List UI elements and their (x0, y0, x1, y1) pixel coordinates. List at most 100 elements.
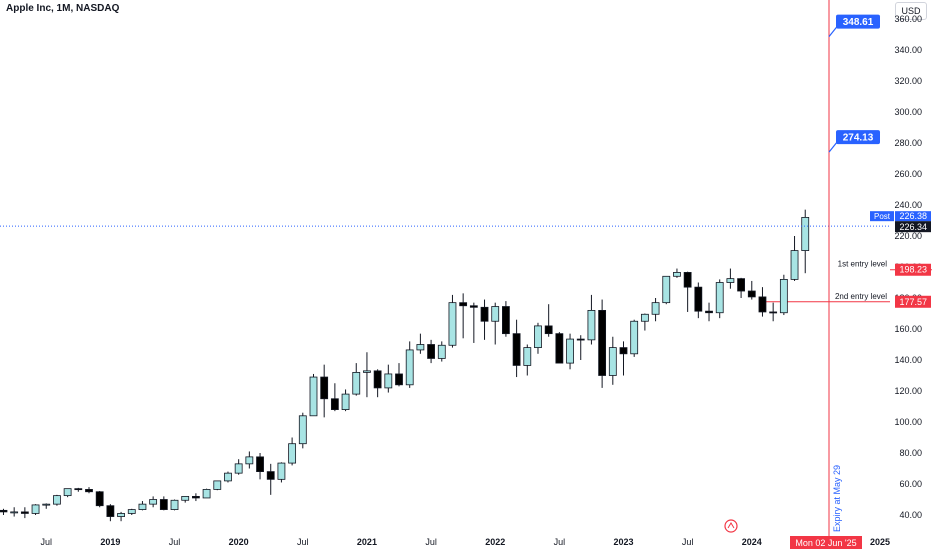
candle-body (790, 250, 799, 280)
candles-layer (0, 209, 810, 522)
candle-body (512, 333, 521, 366)
candle-up (298, 412, 307, 449)
candle-body (715, 282, 724, 314)
candle-up (10, 507, 19, 517)
entry-level-label: 1st entry level (838, 260, 888, 269)
candle-body (673, 272, 681, 277)
candle-up (288, 437, 297, 466)
candle-up (138, 501, 147, 511)
candle-down (320, 364, 329, 418)
candle-up (127, 508, 136, 515)
candle-body (726, 278, 735, 283)
candle-body (213, 480, 222, 490)
price-tick-label: 60.00 (899, 479, 922, 489)
price-tick-label: 140.00 (894, 355, 922, 365)
candle-up (587, 294, 596, 345)
candle-body (320, 376, 329, 400)
expiry-date-text: Mon 02 Jun '25 (795, 538, 856, 548)
candle-body (341, 393, 350, 411)
price-tick-label: 280.00 (894, 138, 922, 148)
candle-body (53, 495, 61, 505)
candle-down (74, 487, 83, 492)
candle-up (31, 504, 40, 515)
price-tick-label: 320.00 (894, 76, 922, 86)
candle-body (779, 278, 788, 314)
price-tick-label: 300.00 (894, 107, 922, 117)
candle-body (74, 488, 83, 491)
candle-body (202, 489, 211, 499)
entry-level-price-badge (895, 263, 931, 276)
candle-down (502, 301, 510, 337)
post-price-text: 226.38 (899, 211, 927, 221)
candle-body (159, 499, 168, 510)
time-tick-label: 2019 (100, 537, 120, 547)
candle-body (384, 373, 393, 389)
candle-up (42, 503, 51, 509)
price-tick-label: 220.00 (894, 231, 922, 241)
candle-body (0, 509, 8, 513)
logo-circle (724, 519, 738, 533)
time-tick-label: Jul (425, 537, 437, 547)
candle-down (694, 282, 703, 319)
candle-body (373, 370, 382, 389)
time-tick-label: 2023 (613, 537, 633, 547)
last-price-badge (895, 221, 931, 233)
time-tick-label: Jul (554, 537, 566, 547)
candle-body (224, 472, 232, 482)
candle-body (395, 373, 403, 386)
candle-body (298, 415, 307, 445)
candle-body (544, 325, 553, 335)
candle-body (63, 488, 72, 497)
candle-body (555, 333, 564, 364)
candle-up (523, 344, 532, 376)
candle-down (555, 332, 564, 364)
target-callout-text: 348.61 (843, 17, 874, 28)
candle-body (459, 302, 468, 307)
candle-body (587, 309, 596, 341)
candle-body (480, 306, 489, 322)
candle-down (469, 302, 478, 343)
candle-body (245, 456, 254, 465)
candle-body (769, 311, 778, 314)
expiry-label: Expiry at May 29 (832, 465, 842, 532)
candle-up (662, 275, 671, 305)
time-tick-label: Jul (169, 537, 181, 547)
candle-body (534, 325, 542, 348)
currency-button[interactable]: USD (895, 2, 927, 20)
candle-body (566, 338, 574, 364)
candle-down (0, 508, 8, 515)
candle-body (170, 499, 179, 510)
entry-level-label: 2nd entry level (835, 292, 887, 301)
candle-down (576, 335, 585, 360)
candle-up (213, 480, 222, 491)
candle-down (747, 280, 756, 300)
candle-up (491, 302, 500, 345)
price-tick-label: 260.00 (894, 169, 922, 179)
candle-down (459, 293, 468, 339)
post-label-badge (870, 211, 894, 222)
candle-down (705, 302, 713, 322)
time-axis: 2018Jul2019Jul2020Jul2021Jul2022Jul2023J… (40, 536, 890, 549)
candle-up (341, 389, 350, 412)
price-tick-label: 80.00 (899, 448, 922, 458)
candle-body (405, 349, 414, 386)
candle-body (523, 347, 532, 366)
candle-down (85, 487, 93, 494)
candle-body (266, 471, 275, 480)
candle-up (651, 298, 660, 322)
candle-body (758, 296, 767, 313)
target-callout-box[interactable] (836, 130, 880, 145)
candle-body (106, 505, 115, 517)
candle-body (256, 456, 264, 473)
candle-down (266, 463, 275, 495)
candle-body (42, 503, 51, 506)
candle-body (330, 398, 339, 411)
logo-mark (727, 522, 735, 529)
candle-up (277, 462, 286, 483)
candle-up (801, 209, 810, 274)
candle-up (170, 499, 179, 511)
candle-up (608, 336, 617, 385)
candle-down (427, 339, 435, 364)
target-callout-box[interactable] (836, 14, 880, 29)
